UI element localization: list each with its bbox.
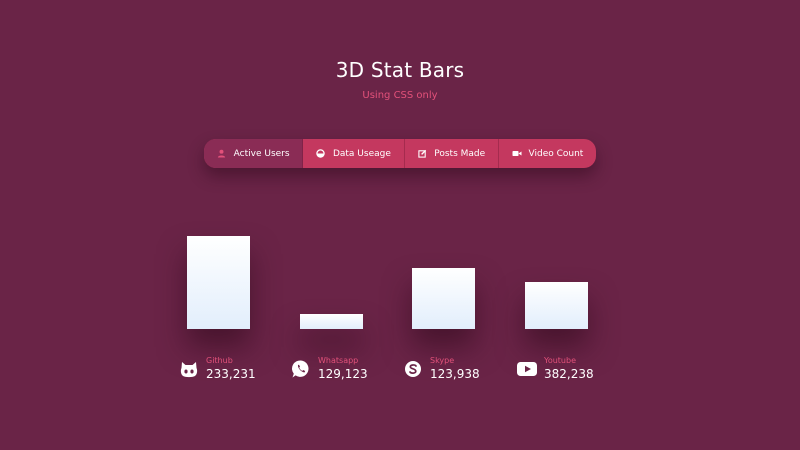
stat-youtube: Youtube 382,238	[516, 355, 594, 383]
bar-github	[187, 236, 250, 329]
youtube-icon	[516, 358, 538, 380]
tab-label: Posts Made	[434, 148, 486, 159]
stat-name: Skype	[430, 356, 455, 365]
tab-label: Data Useage	[332, 148, 391, 159]
page-subtitle: Using CSS only	[362, 90, 438, 101]
tab-active-users[interactable]: Active Users	[204, 139, 304, 168]
bar-whatsapp	[300, 314, 363, 329]
bar-skype	[412, 268, 475, 329]
tab-posts-made[interactable]: Posts Made	[405, 139, 499, 168]
stat-name: Github	[206, 356, 233, 365]
stat-text: Whatsapp 129,123	[318, 356, 368, 382]
stat-text: Github 233,231	[206, 356, 256, 382]
stat-text: Youtube 382,238	[544, 356, 594, 382]
tab-label: Video Count	[528, 148, 584, 159]
tab-bar: Active Users Data Useage Posts Made	[204, 139, 596, 168]
pie-icon	[316, 149, 326, 159]
stat-name: Whatsapp	[318, 356, 359, 365]
stat-whatsapp: Whatsapp 129,123	[290, 355, 368, 383]
tab-data-useage[interactable]: Data Useage	[303, 139, 405, 168]
stat-value: 129,123	[318, 367, 368, 381]
video-camera-icon	[512, 149, 522, 159]
bar-youtube	[525, 282, 588, 329]
stat-value: 382,238	[544, 367, 594, 381]
stat-value: 233,231	[206, 367, 256, 381]
stat-name: Youtube	[544, 356, 576, 365]
tab-label: Active Users	[233, 148, 290, 159]
stat-github: Github 233,231	[178, 355, 256, 383]
stat-value: 123,938	[430, 367, 480, 381]
page-title: 3D Stat Bars	[335, 58, 465, 82]
stat-skype: Skype 123,938	[402, 355, 480, 383]
user-icon	[217, 149, 227, 159]
stat-text: Skype 123,938	[430, 356, 480, 382]
github-icon	[178, 358, 200, 380]
whatsapp-icon	[290, 358, 312, 380]
tab-video-count[interactable]: Video Count	[499, 139, 596, 168]
edit-icon	[417, 149, 427, 159]
skype-icon	[402, 358, 424, 380]
